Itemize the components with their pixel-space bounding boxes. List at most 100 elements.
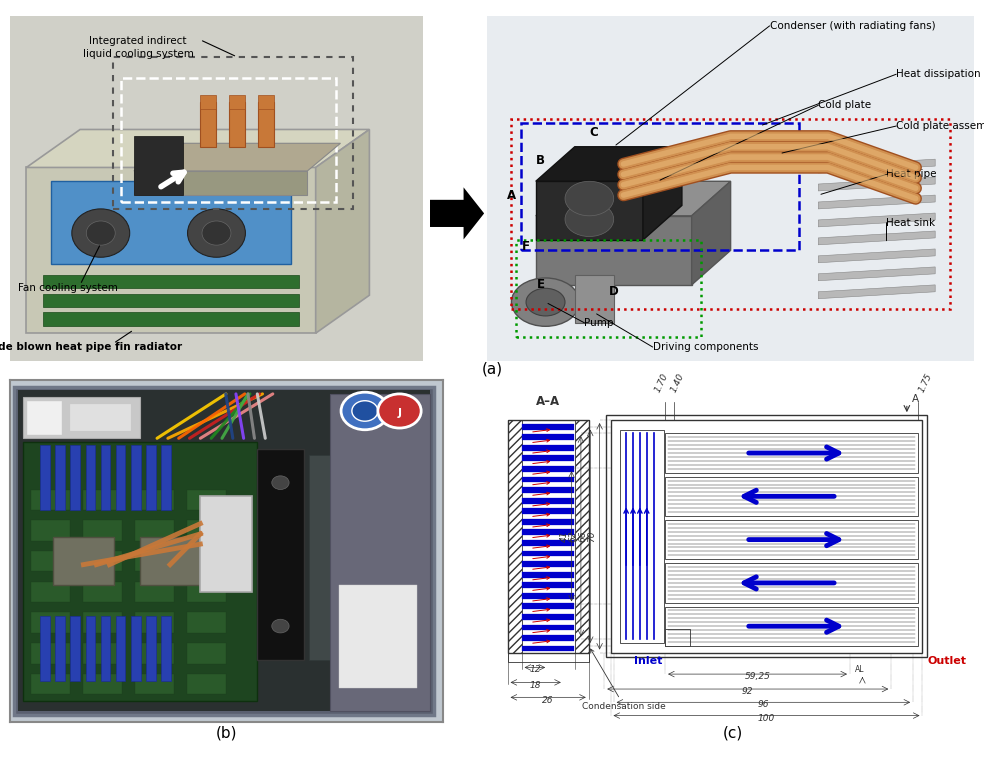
Bar xyxy=(523,572,574,577)
Bar xyxy=(229,102,245,147)
Polygon shape xyxy=(819,249,935,263)
Text: Condenser (with radiating fans): Condenser (with radiating fans) xyxy=(769,21,935,31)
Bar xyxy=(86,616,95,681)
Bar xyxy=(508,420,522,653)
Text: 66: 66 xyxy=(579,531,587,542)
Bar xyxy=(665,476,918,516)
Bar xyxy=(523,508,574,514)
Text: 1.40: 1.40 xyxy=(669,372,686,394)
Bar xyxy=(665,629,690,646)
Bar xyxy=(23,397,140,438)
Bar xyxy=(523,424,574,430)
Text: 100: 100 xyxy=(758,714,775,722)
Circle shape xyxy=(512,278,580,327)
Bar xyxy=(23,442,257,702)
Circle shape xyxy=(378,394,421,428)
Polygon shape xyxy=(134,171,307,195)
Bar xyxy=(84,490,122,510)
Text: 12: 12 xyxy=(529,666,540,674)
Bar xyxy=(161,445,171,510)
Bar xyxy=(523,614,574,620)
Bar xyxy=(136,612,174,633)
Bar xyxy=(523,550,574,556)
Text: Outlet: Outlet xyxy=(927,656,966,666)
Polygon shape xyxy=(430,187,484,240)
Polygon shape xyxy=(134,144,340,171)
Bar xyxy=(84,612,122,633)
Polygon shape xyxy=(536,216,692,285)
Bar xyxy=(331,394,430,712)
Text: 70: 70 xyxy=(587,531,596,542)
Bar xyxy=(309,456,331,660)
Circle shape xyxy=(202,221,231,245)
Text: (a): (a) xyxy=(481,361,503,376)
Bar xyxy=(523,456,574,461)
Text: Side blown heat pipe fin radiator: Side blown heat pipe fin radiator xyxy=(0,342,182,352)
Text: Heat sink: Heat sink xyxy=(887,218,936,227)
Bar xyxy=(86,445,95,510)
Bar xyxy=(71,445,80,510)
Polygon shape xyxy=(27,130,369,168)
Bar xyxy=(31,490,71,510)
Bar xyxy=(665,563,918,603)
Bar xyxy=(161,616,171,681)
Circle shape xyxy=(352,400,378,421)
Bar xyxy=(523,646,574,652)
Bar xyxy=(187,674,226,695)
Bar xyxy=(523,466,574,472)
Bar xyxy=(136,520,174,541)
Polygon shape xyxy=(819,177,935,191)
Bar xyxy=(40,616,49,681)
Bar xyxy=(338,585,417,688)
Text: B: B xyxy=(536,154,545,167)
Bar xyxy=(55,445,65,510)
Text: D: D xyxy=(609,286,619,298)
Bar xyxy=(100,616,110,681)
Bar xyxy=(606,415,927,657)
Bar xyxy=(523,435,574,440)
Bar xyxy=(610,420,922,653)
Bar xyxy=(200,95,216,109)
Bar xyxy=(187,612,226,633)
Bar xyxy=(522,123,799,251)
Bar xyxy=(53,537,114,585)
Bar xyxy=(131,616,141,681)
Bar xyxy=(257,449,304,660)
Text: 18: 18 xyxy=(530,681,541,691)
Bar xyxy=(508,653,588,663)
Text: 1.70: 1.70 xyxy=(653,372,670,394)
Polygon shape xyxy=(316,130,369,333)
Bar xyxy=(523,635,574,641)
Text: C: C xyxy=(589,126,598,140)
Text: Heat dissipation components: Heat dissipation components xyxy=(896,69,984,79)
Bar xyxy=(136,643,174,663)
Bar xyxy=(523,476,574,483)
Text: 1.75: 1.75 xyxy=(917,372,934,394)
Text: Cold plate assembly: Cold plate assembly xyxy=(896,121,984,131)
Bar xyxy=(31,582,71,602)
Bar xyxy=(517,240,702,337)
Circle shape xyxy=(565,182,614,216)
Bar xyxy=(55,616,65,681)
Bar xyxy=(512,119,950,309)
Bar xyxy=(187,490,226,510)
Bar xyxy=(523,540,574,546)
Text: 41: 41 xyxy=(560,531,569,542)
Polygon shape xyxy=(819,285,935,299)
Bar xyxy=(200,102,216,147)
Bar xyxy=(229,95,245,109)
Circle shape xyxy=(272,619,289,633)
Bar xyxy=(523,604,574,609)
Bar xyxy=(147,616,155,681)
Bar xyxy=(84,520,122,541)
Bar xyxy=(116,616,125,681)
Bar xyxy=(508,420,588,653)
Polygon shape xyxy=(43,313,299,326)
Circle shape xyxy=(87,221,115,245)
Text: AL: AL xyxy=(855,666,864,674)
Bar xyxy=(100,445,110,510)
Text: Inlet: Inlet xyxy=(634,656,662,666)
Bar xyxy=(140,537,201,585)
Bar xyxy=(40,445,49,510)
Text: 26: 26 xyxy=(542,696,554,705)
